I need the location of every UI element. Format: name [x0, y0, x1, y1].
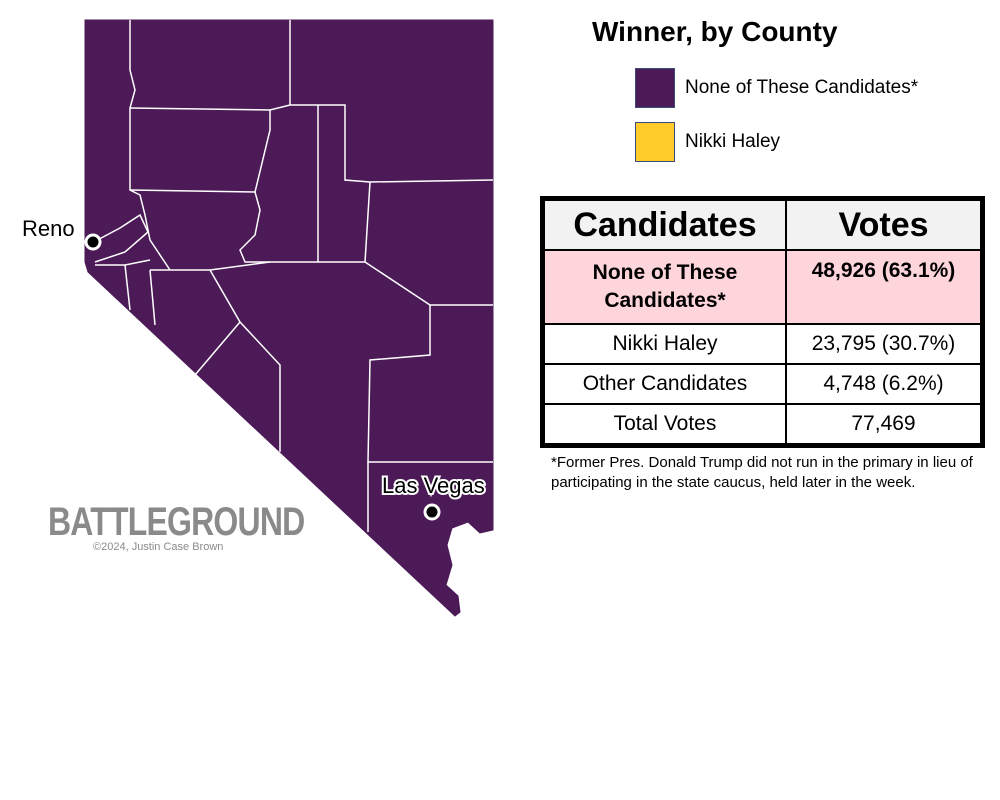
cell: None of These Candidates* — [541, 249, 787, 325]
legend-swatch — [635, 122, 675, 162]
row: None of These Candidates* 48,926 (63.1%) — [541, 249, 984, 325]
nevada — [84, 19, 494, 617]
cell: Total Votes — [541, 403, 787, 447]
cell: Nikki Haley — [541, 323, 787, 365]
row: Total Votes 77,469 — [541, 403, 984, 447]
legend-title: Winner, by County — [592, 16, 838, 47]
legend-swatch — [635, 68, 675, 108]
header-cell: Votes — [785, 197, 984, 251]
legend-label: None of These Candidates* — [685, 77, 919, 98]
cell: 77,469 — [785, 403, 984, 447]
cell: 48,926 (63.1%) — [785, 249, 984, 325]
header-cell: Candidates — [541, 197, 787, 251]
map: Reno Las Vegas — [20, 19, 494, 617]
cell: Other Candidates — [541, 363, 787, 405]
city-label: Las Vegas — [382, 473, 485, 498]
results-table: Candidates Votes None of These Candidate… — [540, 196, 985, 448]
city-label: Reno — [22, 216, 75, 241]
row: Nikki Haley 23,795 (30.7%) — [541, 323, 984, 365]
header-row: Candidates Votes — [541, 197, 984, 251]
legend-label: Nikki Haley — [685, 131, 781, 152]
row: Other Candidates 4,748 (6.2%) — [541, 363, 984, 405]
cell: 23,795 (30.7%) — [785, 323, 984, 365]
watermark-brand: BATTLEGROUND — [48, 500, 305, 544]
footnote: *Former Pres. Donald Trump did not run i… — [551, 454, 973, 491]
county-lines — [87, 20, 494, 532]
city-dot — [84, 233, 102, 251]
watermark-credit: ©2024, Justin Case Brown — [93, 541, 224, 553]
cell: 4,748 (6.2%) — [785, 363, 984, 405]
city-dot — [423, 503, 441, 521]
